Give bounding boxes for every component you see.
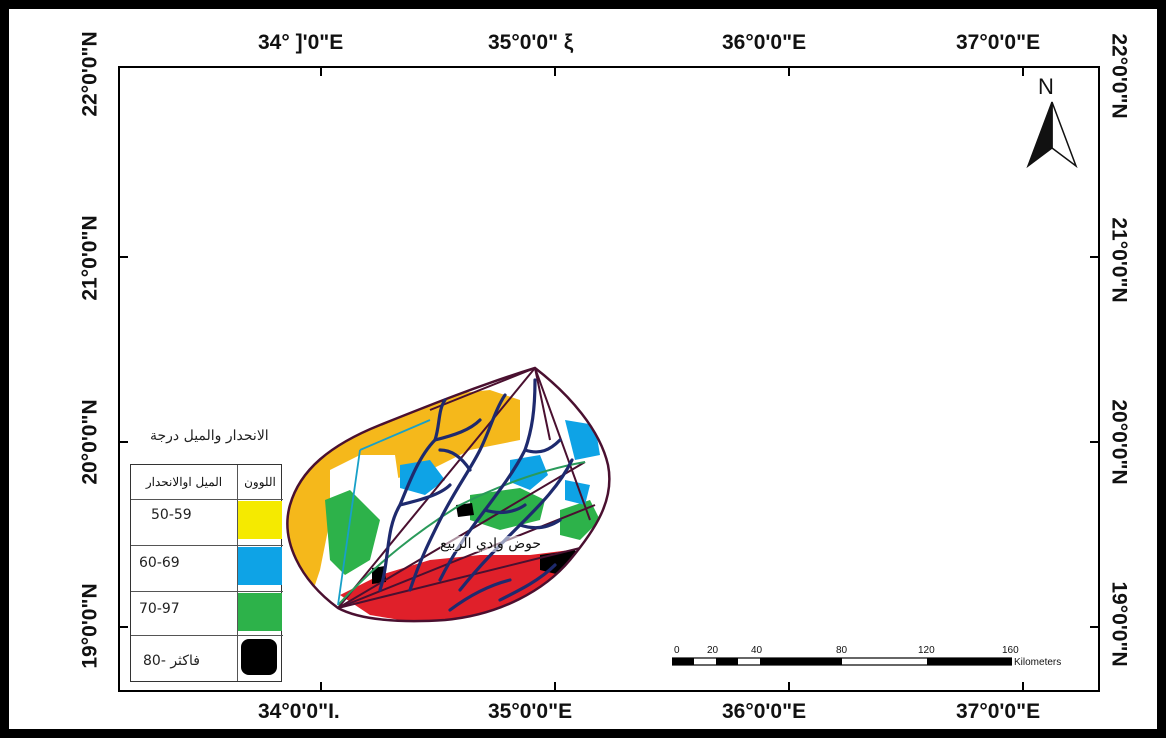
graticule-tick: [320, 682, 322, 692]
legend-swatch-black: [241, 639, 277, 675]
lon-label-bottom-2: 35°0'0"E: [488, 700, 573, 723]
zone-green-east: [560, 500, 600, 540]
river-line: [448, 578, 512, 612]
graticule-tick: [1090, 626, 1100, 628]
legend-divider: [131, 499, 283, 500]
north-arrow-icon: [1026, 101, 1078, 169]
sub-basin-line: [534, 367, 551, 441]
legend-divider: [131, 545, 283, 546]
scale-tick-20: 20: [707, 645, 719, 656]
graticule-tick: [1022, 682, 1024, 692]
graticule-tick: [1090, 441, 1100, 443]
sub-basin-line: [534, 367, 591, 521]
legend-box: اللوون الميل اوالانحدار 50-59 60-69 70-9…: [130, 464, 283, 682]
river-line: [433, 418, 482, 442]
watershed-green-line: [337, 461, 586, 606]
scale-tick-40: 40: [751, 645, 763, 656]
graticule-tick: [118, 256, 128, 258]
graticule-tick: [118, 441, 128, 443]
graticule-tick: [118, 626, 128, 628]
graticule-tick: [788, 682, 790, 692]
zone-blue-2: [510, 455, 548, 490]
graticule-tick: [788, 66, 790, 76]
legend-divider-vertical: [237, 465, 238, 681]
zone-blue-3: [565, 420, 600, 460]
river-line: [523, 438, 562, 454]
legend-range-1: 50-59: [151, 507, 192, 523]
river-line: [408, 393, 507, 592]
graticule-tick: [554, 682, 556, 692]
river-line: [498, 563, 557, 602]
scale-tick-160: 160: [1002, 645, 1019, 656]
north-label: N: [1038, 74, 1054, 99]
legend-header-slope: الميل اوالانحدار: [145, 475, 223, 489]
sub-basin-line: [337, 367, 536, 609]
lon-label-top-4: 37°0'0"E: [956, 31, 1041, 54]
lon-label-bottom-1: 34°0'0"I.: [258, 700, 340, 723]
lon-label-top-1: 34° ]'0"E: [258, 31, 344, 54]
sub-basin-line: [337, 547, 581, 609]
basin-outline: [286, 366, 611, 623]
sub-basin-line: [429, 367, 536, 411]
lon-label-bottom-4: 37°0'0"E: [956, 700, 1041, 723]
river-line: [438, 448, 472, 472]
legend-range-3: 70-97: [139, 601, 180, 617]
zone-blue-1: [400, 460, 445, 495]
legend-swatch-blue: [238, 547, 282, 585]
legend-swatch-yellow: [238, 501, 282, 539]
sub-basin-line: [337, 461, 586, 609]
lon-label-bottom-3: 36°0'0"E: [722, 700, 807, 723]
graticule-tick: [320, 66, 322, 76]
scale-unit: Kilometers: [1014, 657, 1062, 668]
legend-title: الانحدار والميل درجة: [150, 428, 269, 444]
legend-divider: [131, 635, 283, 636]
scale-tick-0: 0: [674, 645, 680, 656]
river-line: [518, 518, 562, 530]
legend-range-4: فاكثر -80: [143, 653, 200, 669]
basin-label: حوض وادي الربيع: [440, 536, 542, 552]
river-line: [398, 483, 452, 507]
scale-bar: [672, 657, 1012, 666]
legend-swatch-green: [238, 593, 282, 631]
lon-label-top-2: 35°0'0" ξ: [488, 31, 574, 54]
graticule-tick: [1090, 256, 1100, 258]
zone-green-band: [325, 490, 380, 575]
river-line: [378, 398, 447, 592]
legend-divider: [131, 591, 283, 592]
zone-blue-4: [565, 480, 590, 505]
watershed-cyan-line: [337, 419, 431, 606]
graticule-tick: [554, 66, 556, 76]
legend-header-color: اللوون: [244, 475, 276, 489]
zone-black-2: [456, 503, 474, 517]
river-line: [483, 503, 527, 515]
scale-tick-120: 120: [918, 645, 935, 656]
lon-label-top-3: 36°0'0"E: [722, 31, 807, 54]
scale-tick-80: 80: [836, 645, 848, 656]
graticule-tick: [1022, 66, 1024, 76]
legend-range-2: 60-69: [139, 555, 180, 571]
